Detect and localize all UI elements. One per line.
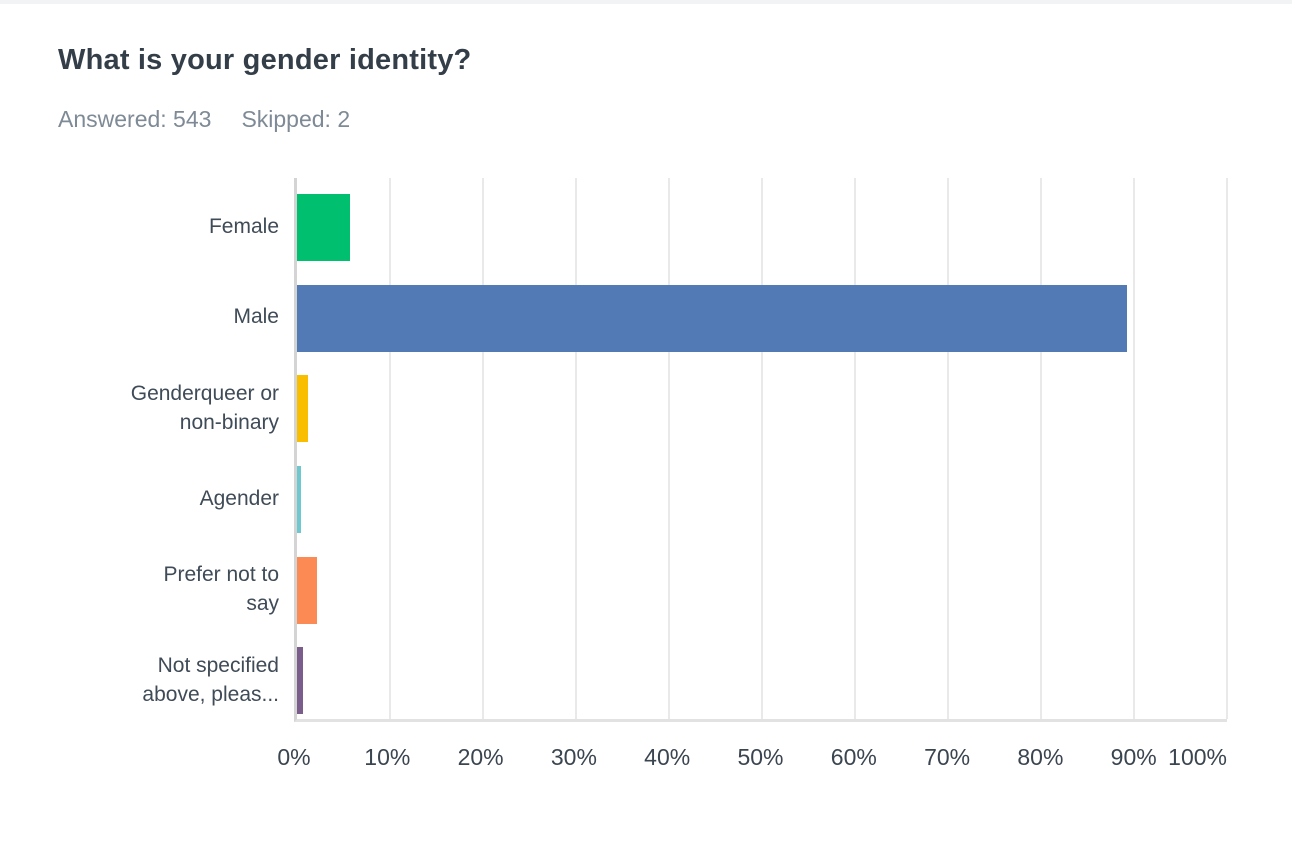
x-tick-90pct: 90% — [1110, 744, 1157, 770]
card-top-border — [0, 0, 1292, 4]
x-tick-40pct: 40% — [644, 744, 691, 770]
bar-not-specified-above-pleas[interactable] — [297, 647, 303, 715]
x-tick-30pct: 30% — [550, 744, 597, 770]
category-label-not-specified-above-pleas: Not specified above, pleas... — [142, 653, 279, 706]
plot-area — [294, 178, 1228, 722]
bar-row-not-specified-above-pleas — [297, 631, 1227, 722]
bar-row-genderqueer-or-non-binary — [297, 359, 1227, 450]
gridline-60 — [854, 178, 856, 719]
category-label-genderqueer-or-non-binary: Genderqueer or non-binary — [130, 381, 279, 434]
question-title: What is your gender identity? — [58, 44, 472, 76]
gridline-30 — [575, 178, 577, 719]
gridline-100 — [1226, 178, 1228, 719]
category-label-prefer-not-to-say: Prefer not to say — [163, 562, 279, 615]
skipped-count: Skipped: 2 — [241, 106, 351, 132]
category-label-agender: Agender — [199, 486, 279, 510]
bar-genderqueer-or-non-binary[interactable] — [297, 375, 309, 443]
bar-male[interactable] — [297, 284, 1127, 352]
bar-row-prefer-not-to-say — [297, 541, 1227, 632]
gridline-40 — [668, 178, 670, 719]
gridline-50 — [761, 178, 763, 719]
response-meta: Answered: 543 Skipped: 2 — [58, 106, 350, 133]
x-tick-60pct: 60% — [830, 744, 877, 770]
gridline-10 — [389, 178, 391, 719]
answered-count: Answered: 543 — [58, 106, 212, 132]
gridline-20 — [482, 178, 484, 719]
gridline-70 — [947, 178, 949, 719]
x-tick-50pct: 50% — [737, 744, 784, 770]
x-tick-20pct: 20% — [457, 744, 504, 770]
bar-female[interactable] — [297, 194, 350, 261]
gridline-90 — [1133, 178, 1135, 719]
x-tick-70pct: 70% — [924, 744, 971, 770]
bar-prefer-not-to-say[interactable] — [297, 556, 318, 624]
x-tick-0pct: 0% — [277, 744, 311, 770]
gridline-80 — [1040, 178, 1042, 719]
bar-row-male — [297, 269, 1227, 360]
x-tick-80pct: 80% — [1017, 744, 1064, 770]
x-axis: 0% 10% 20% 30% 40% 50% 60% 70% 80% 90% 100% — [277, 744, 1227, 776]
bar-agender[interactable] — [297, 466, 301, 533]
category-labels: Female Male Genderqueer or non-binary Agend… — [0, 178, 279, 722]
category-label-female: Female — [208, 214, 279, 238]
bar-row-female — [297, 178, 1227, 269]
category-label-male: Male — [233, 305, 279, 329]
x-tick-10pct: 10% — [364, 744, 411, 770]
x-tick-100pct: 100% — [1168, 744, 1227, 770]
bar-row-agender — [297, 450, 1227, 541]
